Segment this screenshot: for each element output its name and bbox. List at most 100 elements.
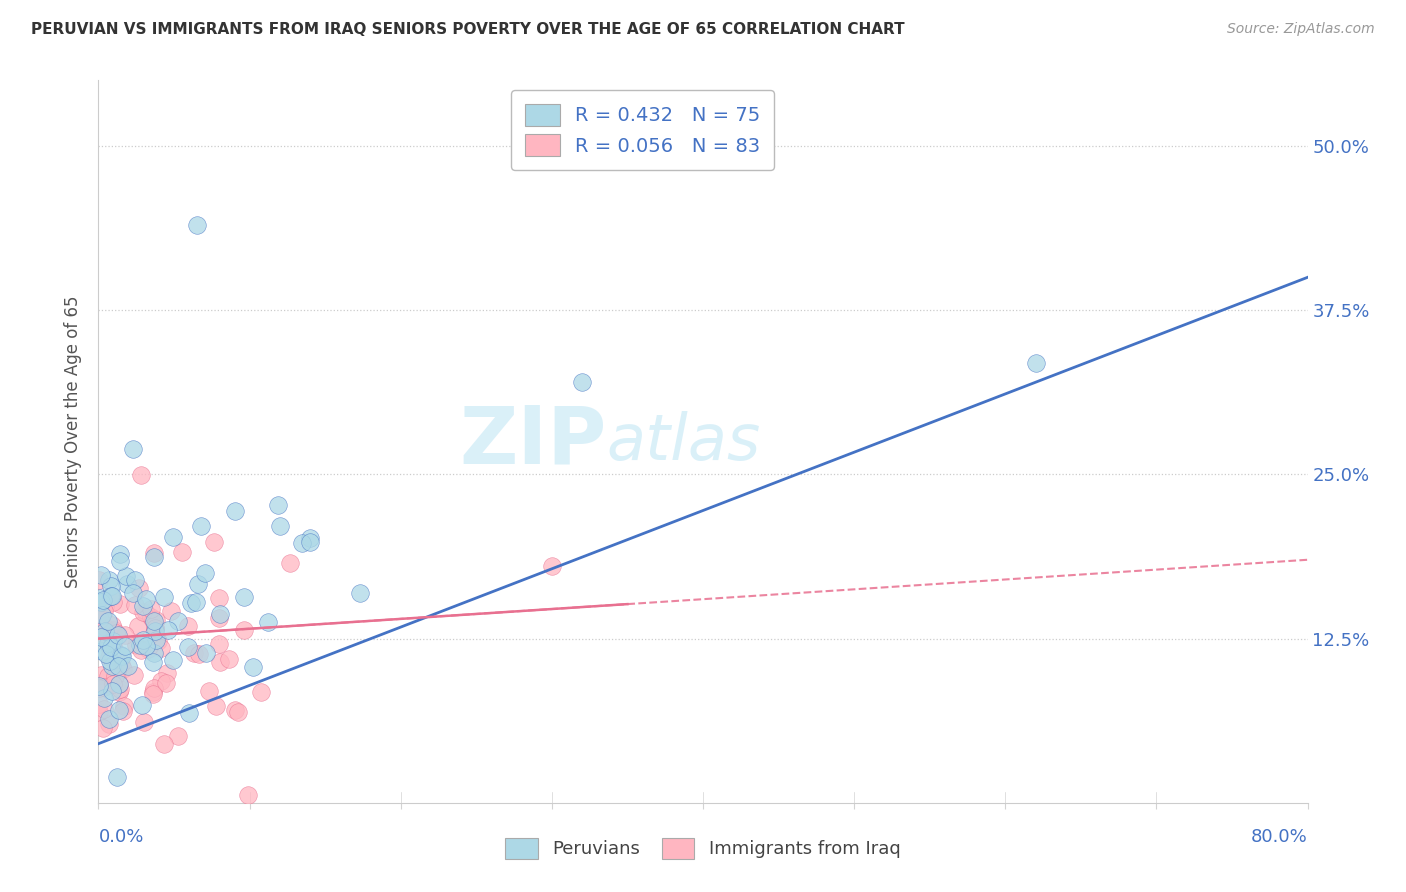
Point (91, 607, 114, 622)
Point (132, 714, 155, 729)
Point (250, 685, 273, 699)
Text: PERUVIAN VS IMMIGRANTS FROM IRAQ SENIORS POVERTY OVER THE AGE OF 65 CORRELATION : PERUVIAN VS IMMIGRANTS FROM IRAQ SENIORS… (31, 22, 904, 37)
Point (153, 590, 176, 604)
Point (98, 716, 121, 731)
Point (97, 669, 120, 683)
Point (142, 656, 165, 670)
Point (104, 668, 127, 682)
Point (131, 698, 153, 712)
Point (93, 680, 115, 694)
Point (127, 619, 149, 633)
Point (129, 643, 152, 657)
Point (124, 573, 146, 587)
Point (107, 628, 129, 642)
Point (117, 658, 139, 673)
Point (96, 636, 118, 650)
Point (101, 595, 124, 609)
Point (125, 638, 148, 652)
Point (269, 518, 291, 533)
Point (202, 534, 225, 549)
Point (114, 639, 136, 653)
Point (89, 573, 111, 587)
Point (142, 685, 165, 699)
Point (142, 646, 165, 660)
Point (108, 703, 131, 717)
Point (87, 697, 110, 711)
Point (112, 698, 135, 713)
Point (571, 376, 593, 390)
Point (97, 615, 120, 629)
Point (97, 637, 120, 651)
Point (129, 468, 152, 483)
Point (124, 668, 146, 682)
Point (180, 596, 202, 610)
Point (101, 629, 124, 643)
Point (149, 673, 172, 688)
Point (291, 536, 314, 550)
Point (98, 654, 121, 668)
Point (110, 681, 132, 696)
Point (143, 624, 166, 638)
Point (156, 666, 179, 681)
Point (101, 617, 124, 632)
Point (190, 519, 212, 533)
Point (115, 576, 138, 591)
Point (97, 649, 120, 664)
Point (93, 702, 115, 716)
Point (93, 624, 115, 639)
Point (89, 612, 111, 626)
Point (110, 597, 132, 611)
Point (208, 637, 231, 651)
Point (100, 683, 122, 698)
Point (194, 566, 217, 580)
Point (177, 619, 200, 633)
Point (298, 535, 321, 549)
Point (91, 644, 114, 658)
Point (143, 621, 166, 635)
Legend: Peruvians, Immigrants from Iraq: Peruvians, Immigrants from Iraq (498, 830, 908, 866)
Point (186, 218, 208, 232)
Point (111, 662, 134, 676)
Point (100, 579, 122, 593)
Point (105, 770, 128, 784)
Point (115, 569, 138, 583)
Point (104, 626, 127, 640)
Point (187, 577, 209, 591)
Point (208, 611, 231, 625)
Point (1024, 356, 1046, 370)
Point (233, 623, 256, 637)
Point (349, 586, 371, 600)
Point (111, 649, 134, 664)
Point (97, 713, 120, 727)
Point (160, 604, 183, 618)
Point (97, 640, 120, 654)
Point (97, 574, 120, 588)
Point (128, 639, 150, 653)
Point (128, 582, 150, 596)
Point (218, 652, 240, 666)
Text: atlas: atlas (606, 410, 761, 473)
Point (103, 677, 125, 691)
Text: 80.0%: 80.0% (1251, 828, 1308, 846)
Point (108, 677, 131, 691)
Point (122, 585, 145, 599)
Point (101, 638, 124, 652)
Point (142, 681, 165, 695)
Point (87, 679, 110, 693)
Point (101, 590, 124, 604)
Point (177, 706, 200, 720)
Point (278, 556, 301, 570)
Point (167, 614, 190, 628)
Text: Source: ZipAtlas.com: Source: ZipAtlas.com (1227, 22, 1375, 37)
Point (135, 639, 157, 653)
Point (209, 655, 232, 669)
Point (110, 547, 132, 561)
Point (101, 659, 124, 673)
Point (132, 599, 155, 614)
Point (107, 658, 129, 673)
Point (145, 633, 167, 648)
Point (232, 591, 254, 605)
Point (89, 705, 111, 719)
Point (141, 609, 163, 624)
Point (90, 630, 112, 644)
